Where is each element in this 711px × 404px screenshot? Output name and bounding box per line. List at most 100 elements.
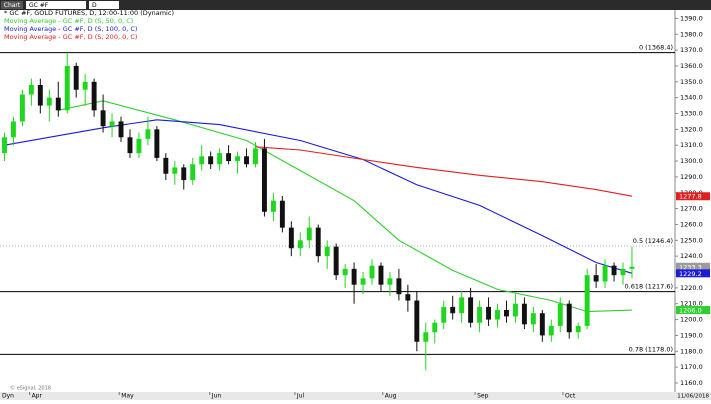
y-tick-label: 1210.0 (680, 300, 703, 308)
candle-body (181, 167, 187, 181)
candle-body (324, 246, 330, 257)
y-tick-label: 1350.0 (680, 78, 703, 86)
y-tick-label: 1320.0 (680, 125, 703, 133)
candle-body (190, 164, 196, 181)
candle-body (414, 300, 420, 342)
candle-body (64, 65, 70, 111)
chart-title: * GC #F, GOLD FUTURES, D, 12:00-11:00 (D… (4, 9, 174, 17)
interval-text[interactable]: D (92, 2, 97, 9)
candle-body (477, 306, 483, 323)
candle-body (584, 275, 590, 326)
time-axis (0, 392, 711, 400)
interval-input[interactable] (89, 1, 119, 9)
candle-body (217, 153, 223, 165)
candle-body (55, 97, 61, 111)
price-tag (676, 269, 710, 278)
candle-body (279, 200, 285, 228)
candle-body (28, 84, 34, 95)
candle-body (512, 303, 518, 317)
candle-body (261, 148, 267, 212)
candle-body (109, 121, 115, 127)
candle-body (235, 156, 241, 162)
candle-body (504, 310, 509, 317)
price-tag-label: 1233.3 (679, 263, 702, 271)
y-tick-label: 1380.0 (680, 30, 703, 38)
candle-body (226, 153, 232, 162)
candle-body (163, 157, 169, 174)
y-tick-label: 1220.0 (680, 284, 703, 292)
candle-body (557, 303, 563, 326)
x-tick-label: Apr (32, 393, 43, 400)
y-tick-label: 1370.0 (680, 46, 703, 54)
footer-date: 11/06/2018 (677, 394, 709, 400)
candle-body (495, 310, 500, 320)
candle-body (315, 227, 321, 257)
x-tick-label: May (121, 393, 134, 400)
level-label: 0.78 (1178.0) (629, 345, 673, 353)
x-tick-label: Aug (385, 393, 397, 400)
price-tag (676, 262, 710, 271)
moving-average (4, 119, 633, 274)
candle-body (459, 297, 465, 314)
candle-body (432, 322, 438, 333)
candle-body (172, 167, 178, 174)
y-tick-label: 1300.0 (680, 157, 703, 165)
candle-body (360, 278, 366, 285)
y-tick-label: 1330.0 (680, 110, 703, 118)
candle-body (369, 265, 375, 279)
candle-body (118, 121, 124, 138)
y-tick-label: 1240.0 (680, 252, 703, 260)
candle-body (19, 94, 25, 122)
candle-body (387, 278, 393, 285)
candle-body (244, 156, 249, 165)
candle-body (37, 84, 43, 106)
candle-body (270, 200, 276, 212)
symbol-input[interactable] (26, 1, 86, 9)
candle-body (539, 313, 545, 336)
price-tag-label: 1277.8 (679, 193, 702, 201)
menu-button[interactable] (1, 1, 23, 9)
x-tick-label: Sep (477, 393, 489, 400)
candle-body (441, 306, 447, 323)
y-tick-label: 1200.0 (680, 316, 703, 324)
candle-body (342, 268, 348, 276)
y-tick-label: 1180.0 (680, 347, 703, 355)
candle-body (306, 227, 312, 241)
candle-body (351, 268, 357, 285)
candle-body (450, 306, 456, 314)
candle-body (530, 313, 536, 325)
y-tick-label: 1170.0 (680, 363, 703, 371)
candle-body (333, 246, 339, 276)
y-tick-label: 1360.0 (680, 62, 703, 70)
candle-body (486, 306, 492, 320)
x-tick-label: Oct (565, 393, 576, 400)
y-tick-label: 1270.0 (680, 205, 703, 213)
candle-body (73, 65, 79, 90)
legend-entry: Moving Average - GC #F, D (S, 200, 0, C) (4, 33, 137, 41)
candle-body (602, 265, 608, 282)
candle-body (423, 332, 429, 342)
symbol-text[interactable]: GC #F (29, 2, 49, 9)
candle-body (2, 137, 7, 154)
legend-entry: Moving Average - GC #F, D (S, 100, 0, C) (4, 25, 137, 33)
level-label: 0 (1368.4) (639, 44, 673, 52)
candle-body (253, 148, 258, 165)
menu-label[interactable]: Chart (4, 2, 21, 9)
y-tick-label: 1340.0 (680, 94, 703, 102)
candle-body (46, 97, 52, 106)
candle-body (10, 121, 16, 138)
candle-body (593, 275, 599, 282)
candle-body (611, 265, 617, 276)
candle-body (154, 129, 160, 158)
candle-body (566, 303, 572, 333)
candle-body (297, 240, 303, 249)
candle-body (521, 303, 527, 325)
y-tick-label: 1260.0 (680, 220, 703, 228)
y-tick-label: 1160.0 (680, 379, 703, 387)
candle-body (396, 278, 402, 295)
candle-body (208, 156, 214, 165)
y-tick-label: 1250.0 (680, 236, 703, 244)
candle-body (468, 297, 474, 323)
candle-body (620, 268, 626, 276)
